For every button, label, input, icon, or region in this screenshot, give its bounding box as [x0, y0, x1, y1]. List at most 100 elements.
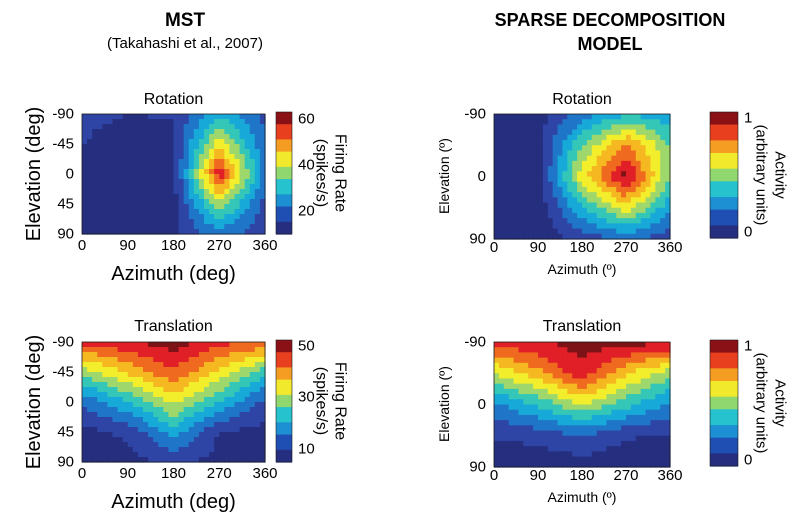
heatmap-cell [224, 352, 231, 358]
heatmap-cell [122, 437, 129, 443]
panel-title: Rotation [144, 91, 204, 108]
heatmap-cell [82, 224, 88, 230]
heatmap-cell [572, 140, 578, 146]
heatmap-cell [626, 446, 632, 452]
heatmap-cell [626, 181, 632, 188]
colorbar-segment [276, 376, 292, 381]
heatmap-cell [635, 212, 642, 219]
heatmap-cell [621, 181, 627, 188]
colorbar-segment [710, 209, 738, 214]
heatmap-cell [498, 420, 505, 426]
heatmap-cell [168, 417, 175, 423]
heatmap-cell [249, 372, 256, 378]
heatmap-cell [92, 169, 98, 175]
heatmap-cell [601, 114, 608, 120]
heatmap-cell [508, 233, 515, 240]
heatmap-cell [143, 412, 149, 418]
heatmap-cell [523, 352, 529, 359]
heatmap-cell [148, 372, 154, 378]
x-tick-label: 180 [569, 467, 594, 484]
heatmap-cell [572, 145, 578, 152]
heatmap-cell [239, 209, 246, 215]
heatmap-cell [586, 186, 593, 193]
heatmap-cell [193, 457, 200, 463]
heatmap-cell [635, 228, 642, 235]
heatmap-cell [547, 218, 554, 224]
x-tick-label: 90 [530, 467, 547, 484]
heatmap-cell [127, 417, 134, 423]
heatmap-cell [158, 229, 164, 235]
heatmap-cell [127, 437, 134, 443]
heatmap-cell [645, 197, 652, 204]
heatmap-cell [596, 461, 603, 468]
colorbar-segment [710, 365, 738, 369]
heatmap-cell [158, 189, 164, 195]
heatmap-cell [204, 407, 210, 413]
colorbar-segment [710, 434, 738, 439]
heatmap-cell [153, 149, 159, 155]
heatmap-cell [611, 352, 617, 359]
heatmap-cell [596, 150, 603, 157]
x-tick-label: 180 [161, 465, 186, 482]
heatmap-cell [665, 186, 671, 193]
heatmap-cell [616, 176, 622, 183]
heatmap-cell [538, 420, 544, 426]
heatmap-cell [153, 114, 159, 120]
heatmap-cell [224, 149, 231, 155]
heatmap-cell [645, 461, 652, 468]
heatmap-cell [567, 352, 573, 359]
heatmap-cell [567, 399, 573, 406]
heatmap-cell [577, 357, 583, 364]
heatmap-cell [562, 399, 568, 406]
heatmap-cell [193, 164, 200, 170]
heatmap-cell [616, 342, 622, 348]
heatmap-cell [198, 219, 205, 225]
heatmap-cell [665, 435, 671, 442]
heatmap-cell [494, 186, 500, 193]
heatmap-cell [193, 214, 200, 220]
heatmap-cell [630, 362, 637, 369]
heatmap-cell [122, 179, 129, 185]
heatmap-cell [143, 154, 149, 160]
heatmap-cell [606, 129, 612, 136]
heatmap-cell [92, 412, 98, 418]
heatmap-cell [229, 209, 236, 215]
heatmap-cell [178, 119, 185, 125]
heatmap-cell [518, 352, 524, 359]
heatmap-cell [168, 219, 175, 225]
heatmap-cell [577, 383, 583, 390]
heatmap-cell [163, 352, 170, 358]
heatmap-cell [244, 174, 251, 180]
heatmap-cell [640, 129, 647, 136]
heatmap-cell [183, 194, 190, 200]
heatmap-cell [148, 214, 154, 220]
heatmap-cell [234, 437, 241, 443]
heatmap-cell [567, 223, 573, 230]
heatmap-cell [153, 229, 159, 235]
heatmap-cell [577, 420, 583, 426]
heatmap-cell [498, 383, 505, 390]
heatmap-cell [102, 457, 109, 463]
heatmap-cell [204, 154, 210, 160]
heatmap-cell [572, 378, 578, 385]
heatmap-cell [254, 144, 261, 150]
heatmap-cell [542, 404, 549, 411]
heatmap-cell [204, 214, 210, 220]
heatmap-cell [523, 192, 529, 198]
heatmap-cell [168, 357, 175, 363]
heatmap-cell [183, 457, 190, 463]
heatmap-cell [562, 134, 568, 141]
heatmap-cell [591, 394, 598, 400]
heatmap-cell [626, 197, 632, 204]
heatmap-cell [621, 399, 627, 406]
heatmap-cell [82, 417, 88, 423]
heatmap-cell [254, 129, 261, 135]
heatmap-cell [198, 442, 205, 448]
heatmap-cell [562, 145, 568, 152]
heatmap-cell [562, 223, 568, 230]
heatmap-cell [158, 402, 164, 408]
heatmap-cell [596, 378, 603, 385]
heatmap-cell [137, 352, 144, 358]
heatmap-cell [503, 388, 510, 395]
